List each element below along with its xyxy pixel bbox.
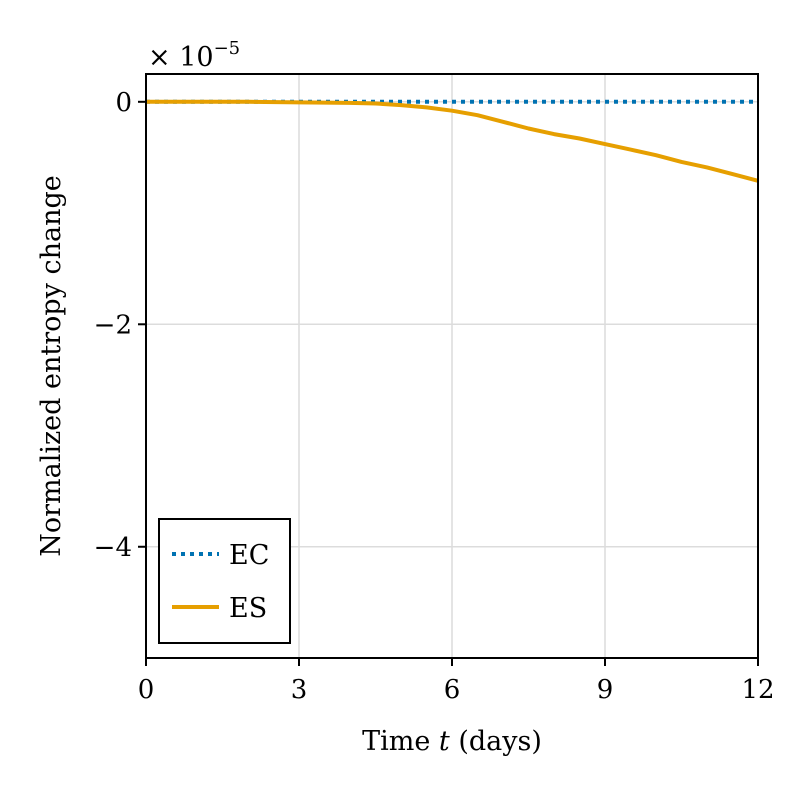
legend-label-es: ES — [229, 593, 267, 624]
y-tick-label: −2 — [94, 310, 132, 340]
x-tick-label: 6 — [444, 675, 461, 705]
ticks: 0 3 6 9 12 0 −2 −4 — [94, 88, 775, 705]
x-tick-label: 9 — [597, 675, 614, 705]
series-layer — [146, 99, 759, 183]
legend-box — [158, 518, 291, 644]
legend: EC ES — [158, 518, 291, 644]
x-tick-label: 0 — [138, 675, 155, 705]
x-axis-label: Time t (days) — [362, 726, 542, 757]
x-axis-label-suffix: (days) — [450, 726, 542, 757]
y-scale-base: × 10 — [148, 42, 214, 73]
y-tick-label: −4 — [94, 533, 132, 563]
y-scale-exponent: −5 — [214, 38, 241, 59]
x-tick-label: 3 — [291, 675, 308, 705]
y-tick-label: 0 — [115, 88, 132, 118]
series-line-es — [146, 99, 759, 183]
x-axis-label-prefix: Time — [362, 726, 439, 757]
y-axis-label: Normalized entropy change — [36, 175, 67, 557]
legend-label-ec: EC — [229, 540, 269, 571]
x-axis-label-variable: t — [439, 726, 450, 757]
x-tick-label: 12 — [741, 675, 774, 705]
y-scale-factor: × 10−5 — [148, 38, 240, 73]
